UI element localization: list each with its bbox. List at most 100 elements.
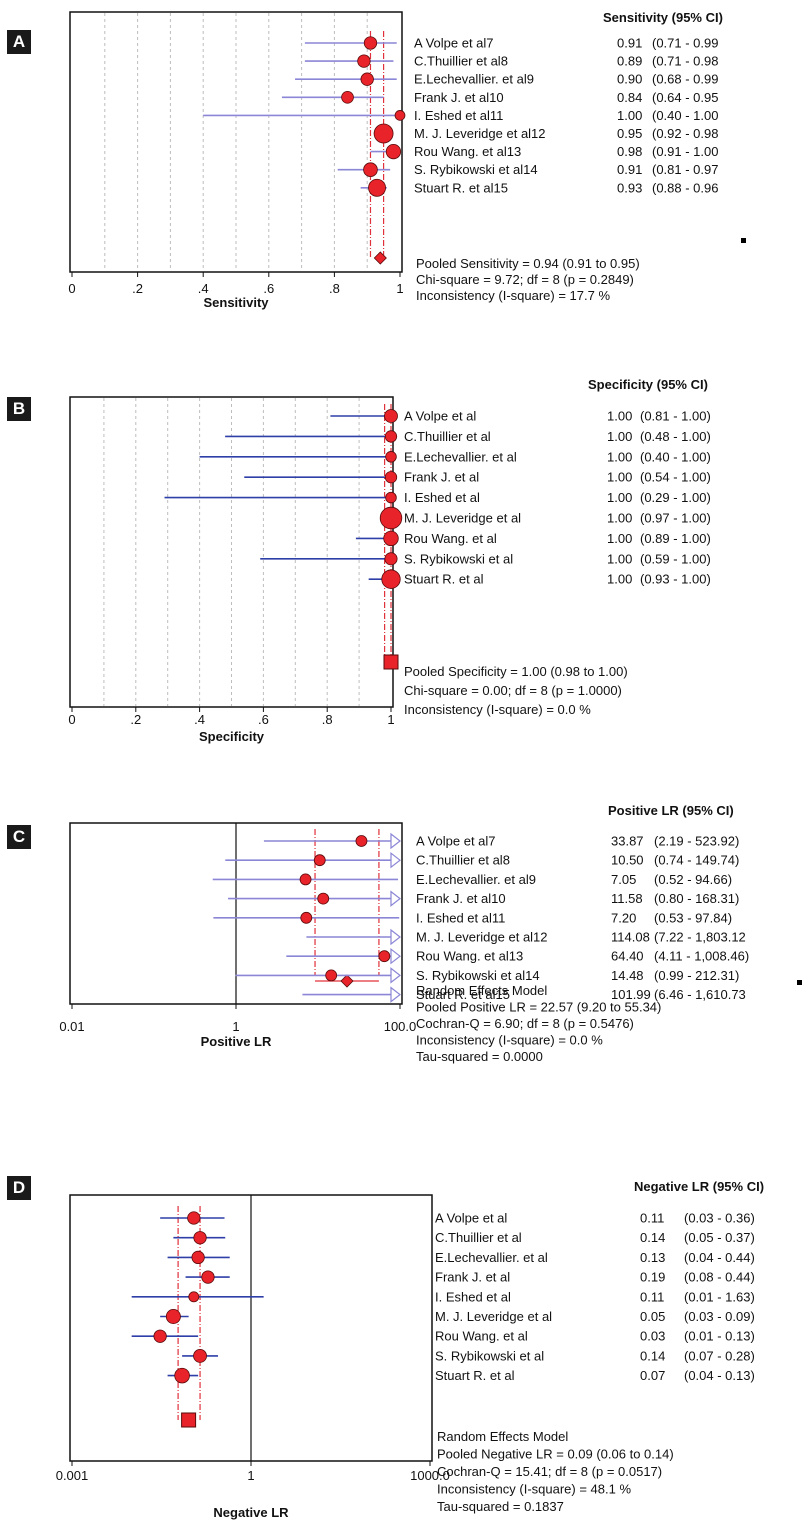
panel-a-study-estimate: 0.84 xyxy=(617,90,642,105)
panel-d-study-ci: (0.03 - 0.36) xyxy=(684,1211,755,1226)
panel-c-summary-line: Random Effects Model xyxy=(416,983,547,998)
panel-a-study-point xyxy=(357,54,371,68)
panel-b-study-point xyxy=(385,491,397,504)
panel-d-study-ci: (0.04 - 0.44) xyxy=(684,1250,755,1265)
panel-d-tick-label: 1000.0 xyxy=(410,1468,450,1483)
panel-a-pooled-diamond xyxy=(373,251,387,265)
panel-d-study-ci: (0.01 - 0.13) xyxy=(684,1329,755,1344)
panel-b-study-label: Stuart R. et al xyxy=(404,572,484,587)
panel-a-study-point xyxy=(363,162,378,178)
panel-a-study-point xyxy=(385,143,402,160)
panel-d-study-estimate: 0.03 xyxy=(640,1329,665,1344)
panel-c-summary-line: Tau-squared = 0.0000 xyxy=(416,1049,543,1064)
panel-c-ci-arrow xyxy=(390,947,401,965)
panel-b-study-point xyxy=(385,451,397,463)
panel-d-study-estimate: 0.07 xyxy=(640,1368,665,1383)
panel-a-study-label: Rou Wang. et al13 xyxy=(414,144,521,159)
panel-b-study-estimate: 1.00 xyxy=(607,409,632,424)
panel-d-summary-line: Pooled Negative LR = 0.09 (0.06 to 0.14) xyxy=(437,1447,674,1462)
panel-a-study-label: C.Thuillier et al8 xyxy=(414,54,508,69)
panel-d-tick-label: 0.001 xyxy=(56,1468,89,1483)
panel-c-tick-label: 100.0 xyxy=(384,1019,417,1034)
panel-c-study-point xyxy=(378,950,391,963)
panel-c-study-estimate: 14.48 xyxy=(611,968,644,983)
panel-d-study-estimate: 0.11 xyxy=(640,1289,664,1304)
panel-d-study-label: I. Eshed et al xyxy=(435,1289,511,1304)
panel-c-study-estimate: 64.40 xyxy=(611,949,644,964)
panel-b-study-estimate: 1.00 xyxy=(607,551,632,566)
panel-c-study-ci: (0.99 - 212.31) xyxy=(654,968,739,983)
panel-a-study-ci: (0.64 - 0.95 xyxy=(652,90,719,105)
panel-a-study-estimate: 1.00 xyxy=(617,108,642,123)
panel-b-study-ci: (0.48 - 1.00) xyxy=(640,429,711,444)
panel-a-study-label: M. J. Leveridge et al12 xyxy=(414,126,546,141)
panel-c-study-ci: (0.52 - 94.66) xyxy=(654,872,732,887)
panel-a-study-label: I. Eshed et al11 xyxy=(414,108,503,123)
panel-b-study-label: A Volpe et al xyxy=(404,409,476,424)
panel-b-study-point xyxy=(384,552,398,566)
panel-d-study-point xyxy=(191,1250,205,1265)
panel-d-study-ci: (0.04 - 0.13) xyxy=(684,1368,755,1383)
panel-b-study-estimate: 1.00 xyxy=(607,429,632,444)
panel-b-tick-label: .6 xyxy=(258,712,269,727)
panel-b-study-estimate: 1.00 xyxy=(607,490,632,505)
panel-b-study-estimate: 1.00 xyxy=(607,572,632,587)
panel-b-study-ci: (0.81 - 1.00) xyxy=(640,409,711,424)
panel-b-study-ci: (0.29 - 1.00) xyxy=(640,490,711,505)
panel-a-study-estimate: 0.89 xyxy=(617,54,642,69)
panel-b-study-label: I. Eshed et al xyxy=(404,490,480,505)
panel-d-summary-line: Tau-squared = 0.1837 xyxy=(437,1499,564,1514)
panel-a-study-ci: (0.68 - 0.99 xyxy=(652,72,719,87)
panel-d-study-estimate: 0.14 xyxy=(640,1230,665,1245)
panel-a-study-label: Frank J. et al10 xyxy=(414,90,504,105)
panel-d-study-label: Rou Wang. et al xyxy=(435,1329,528,1344)
panel-b-study-point xyxy=(384,409,398,423)
panel-tag-c: C xyxy=(7,825,31,849)
panel-a-study-label: Stuart R. et al15 xyxy=(414,180,508,195)
panel-c-study-estimate: 101.99 xyxy=(611,987,651,1002)
panel-b-study-ci: (0.93 - 1.00) xyxy=(640,572,711,587)
panel-tag-d: D xyxy=(7,1176,31,1200)
panel-a-study-ci: (0.81 - 0.97 xyxy=(652,162,719,177)
panel-a-study-ci: (0.40 - 1.00 xyxy=(652,108,719,123)
panel-c-study-label: A Volpe et al7 xyxy=(416,834,496,849)
panel-tag-a: A xyxy=(7,30,31,54)
panel-d-study-point xyxy=(201,1270,215,1284)
panel-b-tick-label: 0 xyxy=(68,712,75,727)
panel-d-study-point xyxy=(187,1211,201,1225)
panel-d-study-point xyxy=(193,1231,207,1245)
panel-a-tick-label: 0 xyxy=(68,281,75,296)
panel-c-study-label: Stuart R. et al15 xyxy=(416,987,510,1002)
panel-c-study-label: M. J. Leveridge et al12 xyxy=(416,930,548,945)
panel-d-pooled-square xyxy=(181,1412,197,1428)
panel-b-pooled-square xyxy=(383,654,399,670)
panel-c-study-ci: (7.22 - 1,803.12 xyxy=(654,930,746,945)
panel-c-study-label: S. Rybikowski et al14 xyxy=(416,968,540,983)
panel-d-study-label: E.Lechevallier. et al xyxy=(435,1250,548,1265)
panel-c-summary-line: Inconsistency (I-square) = 0.0 % xyxy=(416,1033,603,1048)
panel-d-study-ci: (0.01 - 1.63) xyxy=(684,1289,755,1304)
panel-c-study-ci: (6.46 - 1,610.73 xyxy=(654,987,746,1002)
panel-b-summary-line: Pooled Specificity = 1.00 (0.98 to 1.00) xyxy=(404,664,628,679)
panel-a-tick-label: .2 xyxy=(132,281,143,296)
panel-b-study-label: S. Rybikowski et al xyxy=(404,551,513,566)
panel-c-study-estimate: 7.05 xyxy=(611,872,636,887)
panel-a-study-ci: (0.71 - 0.99 xyxy=(652,36,719,51)
panel-b-study-point xyxy=(384,471,398,484)
panel-d-study-estimate: 0.11 xyxy=(640,1211,664,1226)
panel-d-study-estimate: 0.05 xyxy=(640,1309,665,1324)
panel-c-ci-arrow xyxy=(390,967,401,984)
panel-d-study-label: S. Rybikowski et al xyxy=(435,1348,544,1363)
panel-a-study-point xyxy=(368,178,386,197)
panel-a-study-label: S. Rybikowski et al14 xyxy=(414,162,538,177)
panel-a-study-point xyxy=(363,36,378,50)
panel-c-study-point xyxy=(317,892,330,905)
panel-b-summary-line: Inconsistency (I-square) = 0.0 % xyxy=(404,702,591,717)
panel-c-study-estimate: 7.20 xyxy=(611,910,636,925)
panel-c-study-label: C.Thuillier et al8 xyxy=(416,853,510,868)
panel-b-study-point xyxy=(381,569,401,589)
panel-c-ci-arrow xyxy=(390,890,401,907)
panel-a-study-label: A Volpe et al7 xyxy=(414,36,494,51)
panel-d-summary-line: Random Effects Model xyxy=(437,1429,568,1444)
panel-b-study-point xyxy=(379,506,403,530)
